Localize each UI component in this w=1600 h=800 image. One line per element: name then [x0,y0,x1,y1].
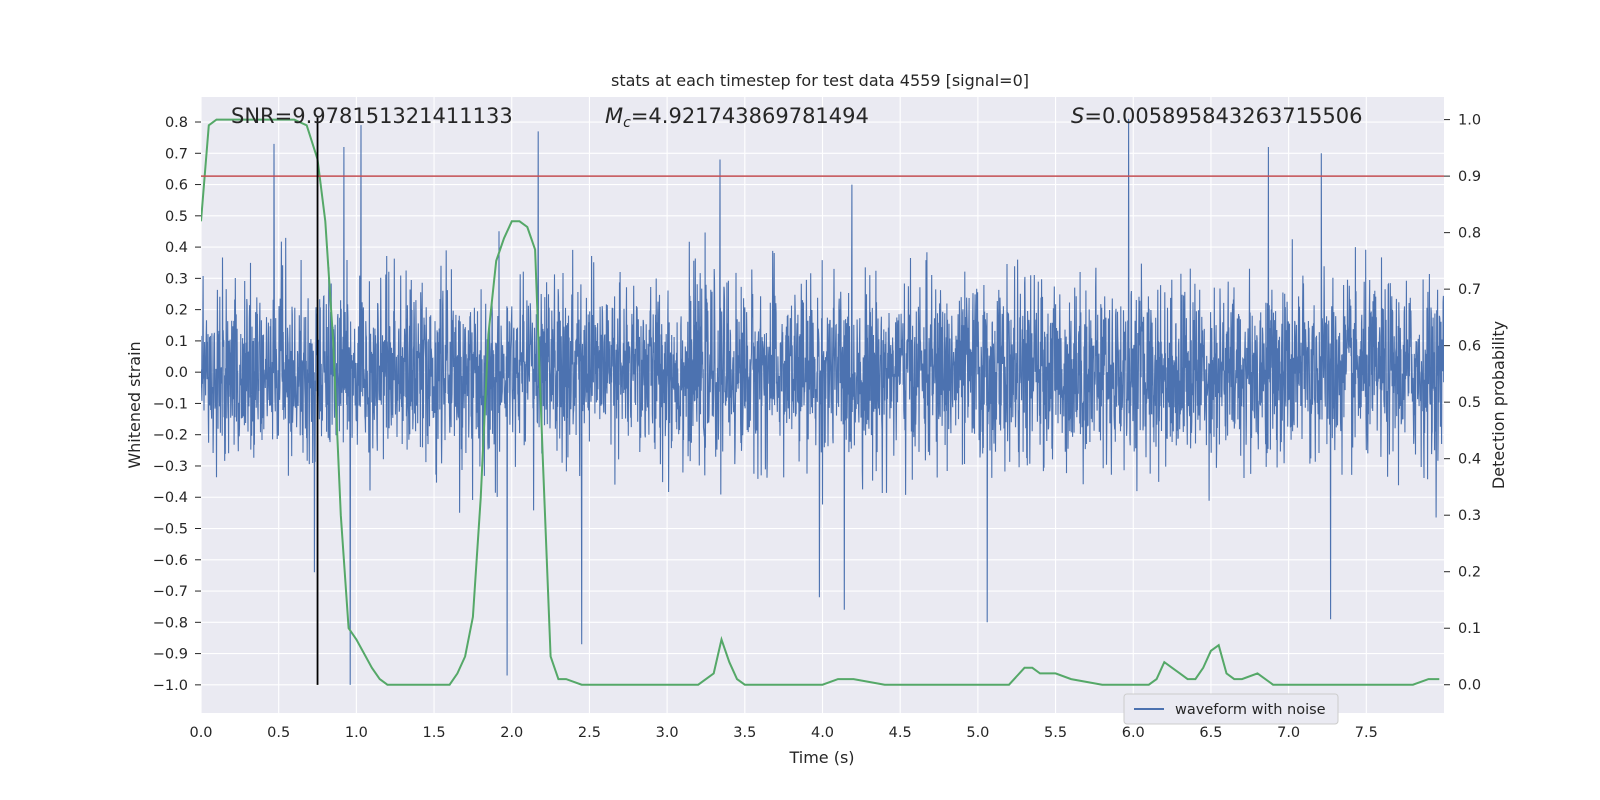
x-tick-label: 4.5 [889,725,912,741]
x-tick-label: 2.0 [500,725,523,741]
y2-tick-label: 0.4 [1458,452,1481,468]
y-tick-label: 0.4 [165,240,188,256]
y2-tick-label: 0.7 [1458,282,1481,298]
y2-tick-label: 0.8 [1458,226,1481,242]
y-tick-label: 0.0 [165,365,188,381]
x-tick-label: 3.0 [656,725,679,741]
y-tick-label: −0.8 [153,615,188,631]
y2-tick-label: 1.0 [1458,113,1481,129]
y-tick-label: 0.3 [165,271,188,287]
x-tick-label: 7.5 [1355,725,1378,741]
y2-tick-label: 0.3 [1458,508,1481,524]
overlay-lines [201,117,1444,685]
y-tick-label: −0.2 [153,428,188,444]
x-tick-label: 3.5 [733,725,756,741]
x-tick-label: 6.0 [1122,725,1145,741]
x-tick-label: 4.0 [811,725,834,741]
y2-tick-label: 0.6 [1458,339,1481,355]
y2-tick-label: 0.9 [1458,169,1481,185]
y-tick-label: 0.1 [165,334,188,350]
y-tick-label: −1.0 [153,678,188,694]
x-tick-labels: 0.0 0.5 1.0 1.5 2.0 2.5 3.0 3.5 4.0 4.5 5.0 5.5 6.0 6… [189,725,1377,741]
y2-tick-label: 0.1 [1458,621,1481,637]
x-tick-label: 1.5 [423,725,446,741]
y-tick-label: −0.6 [153,553,188,569]
y-tick-label: 0.5 [165,209,188,225]
y-tick-label: 0.8 [165,115,188,131]
x-tick-label: 6.5 [1199,725,1222,741]
y2-tick-label: 0.2 [1458,565,1481,581]
y-tick-label: 0.2 [165,303,188,319]
legend: waveform with noise [1123,693,1339,725]
s-annotation: S=0.005895843263715506 [1071,104,1362,128]
y-tick-label: −0.7 [153,584,188,600]
y-tick-label: −0.1 [153,396,188,412]
probability-series [201,118,1440,686]
y-tick-labels: 0.8 0.7 0.6 0.5 0.4 0.3 0.2 0.1 0.0 −0.1 −0.2 −0.3 −… [153,115,201,694]
y2-axis-label: Detection probability [1489,321,1508,489]
y2-tick-labels: 1.0 0.9 0.8 0.7 0.6 0.5 0.4 0.3 0.2 0.1 0.0 [1444,113,1481,694]
x-axis-label: Time (s) [788,748,854,767]
y-tick-label: −0.5 [153,522,188,538]
x-tick-label: 1.0 [345,725,368,741]
legend-label-waveform: waveform with noise [1175,702,1326,718]
y-axis-label: Whitened strain [125,341,144,468]
y-tick-label: −0.4 [153,490,188,506]
x-tick-label: 0.0 [189,725,212,741]
y-tick-label: 0.7 [165,146,188,162]
y2-tick-label: 0.0 [1458,678,1481,694]
x-tick-label: 5.5 [1044,725,1067,741]
x-tick-label: 2.5 [578,725,601,741]
snr-annotation: SNR=9.978151321411133 [231,104,513,128]
chirp-mass-annotation: Mc=4.921743869781494 [605,104,869,131]
waveform-series [201,118,1444,685]
x-tick-label: 7.0 [1277,725,1300,741]
x-tick-label: 0.5 [267,725,290,741]
y-tick-label: −0.9 [153,647,188,663]
chart-title: stats at each timestep for test data 455… [611,71,1029,90]
waveform-line [201,118,1444,685]
legend-box [1123,693,1339,725]
probability-line [201,118,1440,686]
y-tick-label: −0.3 [153,459,188,475]
y-tick-label: 0.6 [165,178,188,194]
x-tick-label: 5.0 [966,725,989,741]
y2-tick-label: 0.5 [1458,395,1481,411]
